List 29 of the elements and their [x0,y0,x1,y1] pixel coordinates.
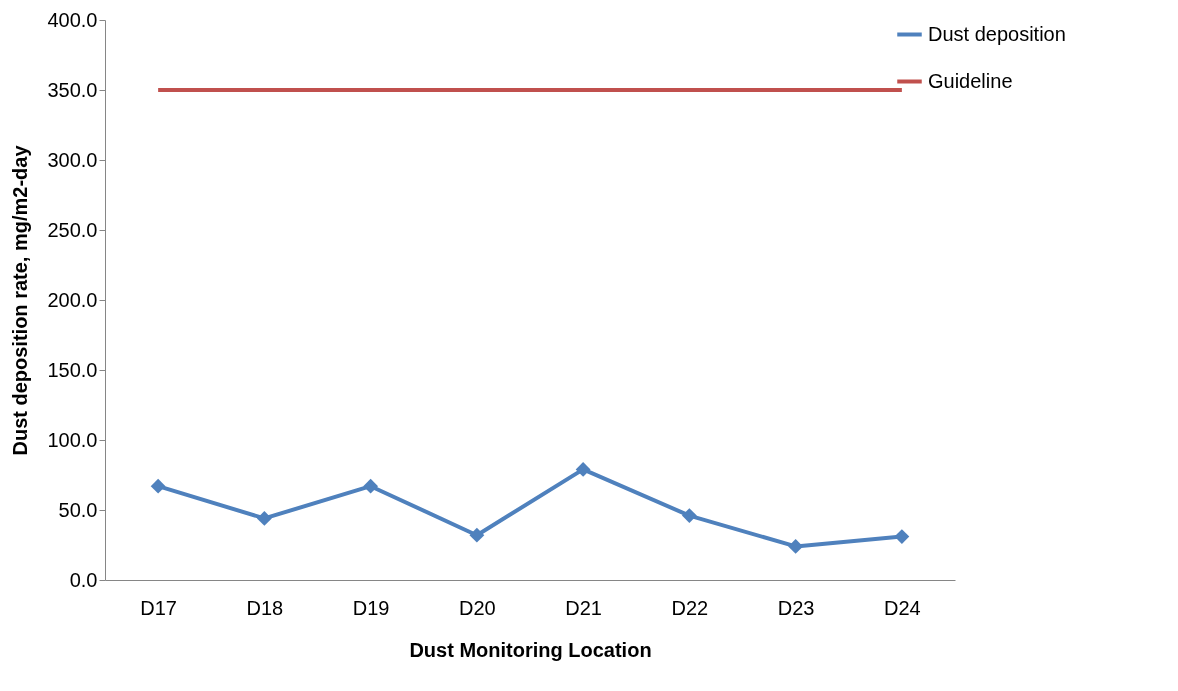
y-tick-label: 400.0 [47,8,98,31]
legend-label: Guideline [928,69,1013,92]
point [256,510,272,526]
y-tick-label: 200.0 [47,288,98,311]
legend-label: Dust deposition [928,22,1066,45]
y-tick-label: 100.0 [47,428,98,451]
point [788,538,804,554]
point [363,478,379,494]
point [469,527,485,543]
y-tick-label: 300.0 [47,148,98,171]
x-tick-label: D18 [246,596,284,619]
point [681,508,697,524]
x-tick-label: D19 [352,596,390,619]
x-tick-label: D21 [565,596,602,619]
x-tick-label: D22 [671,596,709,619]
y-tick-label: 150.0 [47,358,98,381]
point [575,461,591,477]
x-axis-title: Dust Monitoring Location [409,638,652,661]
x-tick-label: D24 [884,596,921,619]
y-tick-label: 0.0 [69,568,98,591]
y-axis-title: Dust deposition rate, mg/m2-day [9,144,32,456]
x-tick-label: D17 [140,596,177,619]
point [894,529,910,545]
y-tick-label: 250.0 [47,218,98,241]
x-tick-label: D23 [777,596,815,619]
point [150,478,166,494]
y-tick-label: 50.0 [58,498,98,521]
x-tick-label: D20 [459,596,496,619]
y-tick-label: 350.0 [47,78,98,101]
